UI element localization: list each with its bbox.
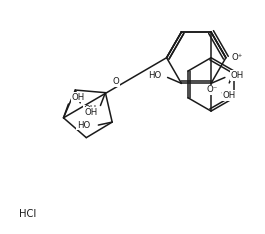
Text: HO: HO <box>77 121 90 130</box>
Text: O: O <box>113 77 120 86</box>
Text: O⁺: O⁺ <box>232 53 243 62</box>
Text: HO: HO <box>148 71 162 80</box>
Text: OH: OH <box>84 108 98 117</box>
Text: HCl: HCl <box>19 209 37 219</box>
Text: OH: OH <box>71 93 85 102</box>
Text: OH: OH <box>223 91 236 100</box>
Text: OH: OH <box>83 105 96 114</box>
Text: OH: OH <box>231 71 244 80</box>
Text: O: O <box>83 123 90 132</box>
Text: O⁻: O⁻ <box>206 85 217 94</box>
